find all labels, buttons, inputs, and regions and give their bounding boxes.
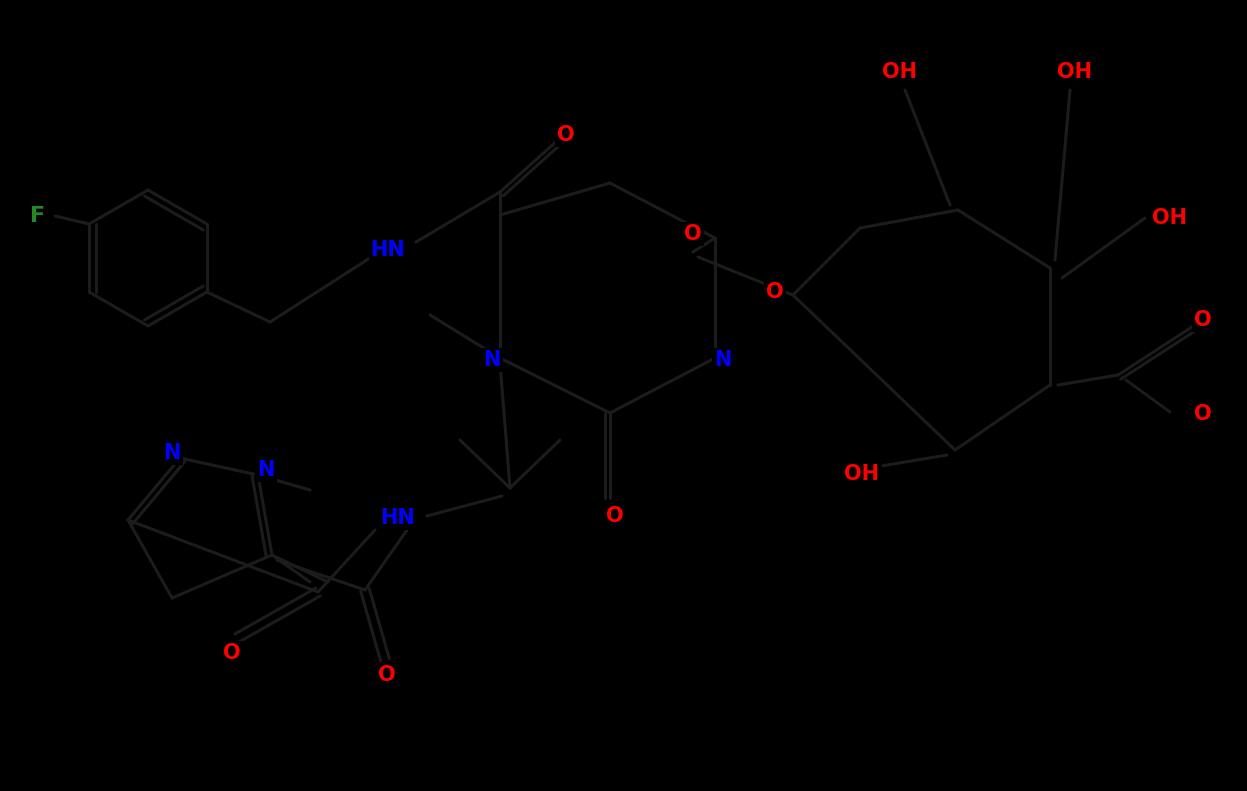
Text: O: O: [378, 665, 395, 685]
Text: N: N: [163, 443, 181, 463]
Text: OH: OH: [1152, 208, 1187, 228]
Text: O: O: [223, 643, 241, 663]
Text: OH: OH: [1057, 62, 1092, 82]
Text: OH: OH: [844, 464, 879, 484]
Text: HN: HN: [379, 508, 414, 528]
Text: N: N: [257, 460, 274, 480]
Text: O: O: [1195, 404, 1212, 424]
Text: OH: OH: [883, 62, 918, 82]
Text: HN: HN: [370, 240, 405, 260]
Text: O: O: [606, 506, 624, 526]
Text: F: F: [30, 206, 45, 226]
Text: O: O: [557, 125, 575, 145]
Text: N: N: [484, 350, 501, 370]
Text: O: O: [1195, 310, 1212, 330]
Text: N: N: [715, 350, 732, 370]
Text: O: O: [766, 282, 784, 302]
Text: O: O: [685, 224, 702, 244]
